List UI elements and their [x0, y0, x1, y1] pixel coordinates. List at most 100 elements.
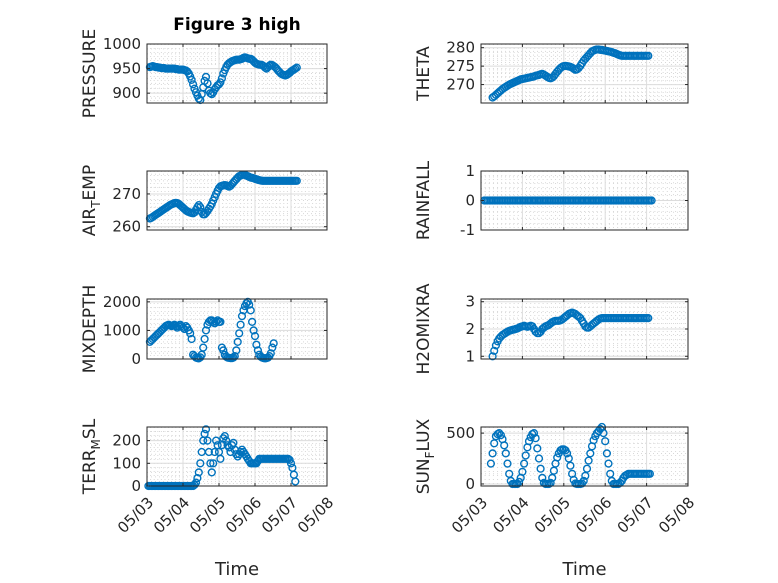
- x-tick-label: 05/03: [114, 494, 157, 537]
- data-point: [209, 459, 218, 468]
- data-point: [562, 449, 572, 458]
- data-point: [503, 459, 512, 468]
- series-h2omixra: [488, 308, 653, 361]
- data-point: [248, 317, 257, 327]
- data-point: [292, 63, 301, 72]
- x-tick-label: 05/03: [448, 494, 491, 537]
- data-point: [210, 447, 219, 457]
- data-point: [495, 429, 504, 438]
- x-tick-label: 05/08: [294, 494, 337, 537]
- data-point: [199, 343, 208, 352]
- data-point: [203, 436, 212, 445]
- data-point: [269, 339, 278, 348]
- data-point: [292, 176, 301, 185]
- y-tick-label: 2000: [103, 293, 141, 311]
- data-point: [216, 317, 225, 327]
- data-point: [212, 436, 221, 445]
- data-point: [194, 201, 203, 210]
- data-point: [538, 473, 547, 483]
- series-rainfall: [480, 196, 656, 205]
- data-point: [200, 429, 209, 438]
- y-tick-label: 1: [465, 347, 475, 365]
- data-point: [186, 329, 195, 338]
- y-tick-label: 1: [465, 162, 475, 180]
- data-point: [602, 449, 612, 458]
- y-tick-label: 1000: [103, 321, 141, 339]
- data-point: [521, 451, 530, 460]
- data-point: [187, 334, 196, 344]
- data-point: [200, 334, 209, 344]
- y-tick-label: 0: [465, 475, 475, 493]
- x-tick-label: 05/04: [150, 494, 193, 537]
- data-point: [490, 346, 499, 355]
- data-point: [189, 80, 198, 89]
- data-point: [599, 429, 608, 438]
- data-point: [193, 203, 202, 212]
- data-point: [496, 431, 506, 440]
- data-point: [536, 464, 545, 473]
- data-point: [553, 453, 562, 462]
- data-point: [236, 320, 245, 329]
- x-tick-label: 05/06: [572, 494, 615, 537]
- data-point: [203, 79, 212, 88]
- x-axis-label: Time: [214, 559, 259, 580]
- data-point: [245, 300, 254, 309]
- data-point: [589, 436, 598, 445]
- data-point: [229, 353, 238, 362]
- data-point: [645, 469, 655, 478]
- data-point: [235, 329, 244, 338]
- data-point: [246, 306, 255, 315]
- data-point: [220, 432, 229, 441]
- data-point: [233, 337, 242, 347]
- data-point: [564, 454, 573, 463]
- data-point: [253, 346, 263, 355]
- y-tick-label: 950: [112, 60, 141, 78]
- data-point: [207, 468, 216, 477]
- data-point: [216, 454, 225, 463]
- data-point: [196, 203, 205, 212]
- data-point: [518, 467, 527, 476]
- y-tick-label: 0: [465, 192, 475, 210]
- axes-frame: [146, 170, 328, 231]
- y-tick-label: 1000: [103, 35, 141, 53]
- axes-frame: [480, 43, 689, 104]
- data-point: [488, 449, 497, 458]
- data-point: [584, 456, 593, 465]
- y-tick-label: 500: [446, 424, 475, 442]
- data-point: [491, 341, 501, 350]
- data-point: [548, 473, 557, 483]
- y-tick-label: -1: [460, 221, 475, 239]
- data-point: [582, 464, 592, 473]
- data-point: [286, 459, 296, 468]
- data-point: [206, 459, 215, 468]
- y-axis-label: THETA: [414, 46, 434, 102]
- data-point: [501, 449, 510, 458]
- data-point: [647, 196, 656, 205]
- x-tick-label: 05/05: [186, 494, 229, 537]
- series-theta: [488, 45, 653, 102]
- data-point: [232, 346, 241, 355]
- subplot-rainfall: -1 0 1 RAINFALL: [414, 160, 689, 240]
- data-point: [291, 477, 300, 486]
- data-point: [488, 352, 497, 361]
- data-point: [193, 474, 202, 483]
- data-point: [249, 326, 258, 335]
- data-point: [201, 425, 211, 434]
- y-tick-label: 2: [465, 320, 475, 338]
- data-point: [237, 312, 247, 321]
- data-point: [513, 479, 522, 489]
- x-tick-label: 05/07: [614, 494, 657, 537]
- data-point: [196, 459, 205, 468]
- data-point: [266, 349, 275, 358]
- data-point: [601, 437, 610, 446]
- data-point: [219, 346, 228, 355]
- y-tick-label: 100: [112, 454, 141, 472]
- data-point: [533, 444, 542, 453]
- subplot-air_temp: 260 270 AIRTEMP: [80, 165, 328, 236]
